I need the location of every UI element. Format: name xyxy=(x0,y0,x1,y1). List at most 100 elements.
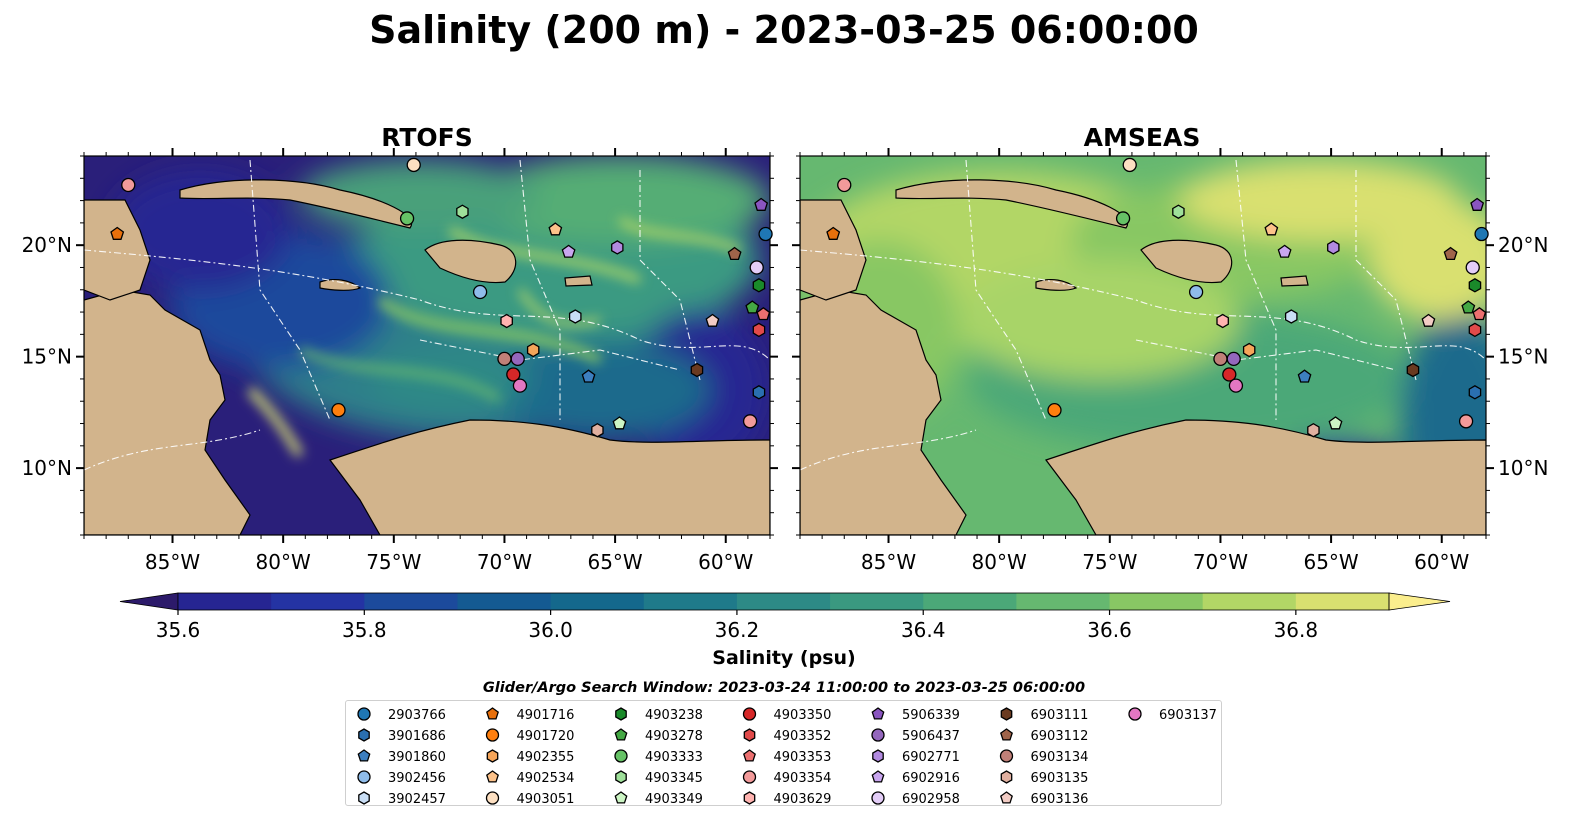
platform-marker-4903333 xyxy=(399,211,415,226)
legend-label: 6903137 xyxy=(1159,708,1217,723)
axis-ticks: 85°W 80°W 75°W 70°W 65°W 60°W 20°N 15°N 10°N 85°W… xyxy=(22,148,1548,574)
platform-marker-6902771 xyxy=(611,240,624,255)
platform-legend: 2903766 3901686 3901860 3902456 3902457 49017… xyxy=(345,700,1222,807)
x-tick-label: 60°W xyxy=(1414,550,1469,574)
platform-marker-5906437 xyxy=(1226,351,1241,367)
platform-marker-6902958 xyxy=(749,260,764,275)
platform-marker-5906339 xyxy=(754,197,769,211)
colorbar-segment xyxy=(1109,593,1204,610)
legend-label: 4903345 xyxy=(645,771,703,786)
legend-label: 5906339 xyxy=(902,708,960,723)
land-amseas xyxy=(800,179,1486,535)
x-tick-label: 85°W xyxy=(861,550,916,574)
legend-marker-6903136 xyxy=(1000,791,1013,804)
colorbar-segment xyxy=(830,593,924,610)
legend-marker-6902771 xyxy=(872,749,884,763)
legend-marker-4901720 xyxy=(485,728,500,742)
platform-marker-4901716 xyxy=(110,226,125,240)
legend-label: 4903333 xyxy=(645,750,703,765)
legend-marker-3901686 xyxy=(358,728,370,742)
legend-label: 4903352 xyxy=(774,729,832,744)
legend-label: 4903238 xyxy=(645,708,703,723)
platform-marker-4901720 xyxy=(1047,403,1062,418)
legend-marker-4901716 xyxy=(486,707,499,720)
platform-markers xyxy=(110,157,1489,438)
legend-label: 4903349 xyxy=(645,792,703,807)
colorbar-segment xyxy=(736,593,831,610)
platform-marker-2903766 xyxy=(758,226,773,242)
colorbar-segment xyxy=(923,593,1017,610)
panel-title-rtofs: RTOFS xyxy=(381,123,473,152)
platform-marker-4903353 xyxy=(756,306,771,321)
legend-label: 3901860 xyxy=(388,750,446,765)
colorbar-segment xyxy=(178,593,272,610)
legend-label: 3902456 xyxy=(388,771,446,786)
legend-label: 4903354 xyxy=(774,771,832,786)
map-amseas xyxy=(800,156,1486,535)
y-tick-label: 20°N xyxy=(22,233,72,257)
y-tick-label: 15°N xyxy=(22,345,72,369)
platform-marker-6903135 xyxy=(591,422,604,438)
search-window-caption: Glider/Argo Search Window: 2023-03-24 11… xyxy=(483,680,1085,696)
colorbar-extend-high xyxy=(1388,592,1451,611)
platform-marker-4901720 xyxy=(331,403,346,418)
colorbar: 35.6 35.8 36.0 36.2 36.4 36.6 36.8 xyxy=(119,592,1451,642)
legend-marker-3901860 xyxy=(357,749,371,762)
legend-marker-4903350 xyxy=(742,707,757,721)
y-tick-label: 10°N xyxy=(22,456,72,480)
legend-marker-5906437 xyxy=(871,728,885,742)
platform-marker-4903350 xyxy=(1222,367,1237,382)
x-tick-label: 75°W xyxy=(366,550,421,574)
platform-marker-5906339 xyxy=(1470,197,1485,211)
colorbar-segment xyxy=(643,593,738,610)
legend-marker-6903134 xyxy=(999,749,1014,763)
platform-marker-6903112 xyxy=(1443,246,1458,261)
legend-marker-4903333 xyxy=(614,749,628,763)
platform-marker-3902456 xyxy=(472,284,488,300)
legend-marker-4903349 xyxy=(614,791,628,804)
platform-marker-extra_1 xyxy=(837,177,852,193)
platform-marker-4903051 xyxy=(406,157,421,173)
y-tick-label: 15°N xyxy=(1498,345,1548,369)
legend-marker-6903135 xyxy=(1000,770,1013,784)
platform-marker-4901716 xyxy=(826,226,841,240)
figure-title: Salinity (200 m) - 2023-03-25 06:00:00 xyxy=(369,8,1199,52)
platform-marker-4903278 xyxy=(745,300,760,314)
platform-marker-4903238 xyxy=(1468,278,1482,293)
platform-marker-3901686 xyxy=(1468,385,1482,400)
legend-marker-4902355 xyxy=(486,749,499,763)
x-tick-label: 70°W xyxy=(477,550,532,574)
panel-title-amseas: AMSEAS xyxy=(1084,123,1201,152)
platform-marker-3902456 xyxy=(1188,284,1204,300)
platform-marker-2903766 xyxy=(1474,226,1489,242)
platform-marker-5906437 xyxy=(510,351,525,367)
x-tick-label: 70°W xyxy=(1193,550,1248,574)
platform-marker-6903137 xyxy=(1228,378,1244,393)
platform-marker-4903629 xyxy=(500,313,513,329)
platform-marker-6903137 xyxy=(512,378,528,393)
platform-marker-4903354 xyxy=(1458,414,1474,429)
colorbar-tick-label: 35.6 xyxy=(156,618,201,642)
x-tick-label: 75°W xyxy=(1082,550,1137,574)
platform-marker-3901860 xyxy=(1297,369,1312,383)
platform-marker-6903111 xyxy=(1406,362,1420,378)
platform-marker-4903352 xyxy=(1468,322,1482,338)
platform-marker-4903353 xyxy=(1472,306,1487,321)
platform-marker-4903333 xyxy=(1115,211,1131,226)
legend-label: 4903051 xyxy=(517,792,575,807)
platform-marker-6902771 xyxy=(1327,240,1340,255)
platform-marker-4903350 xyxy=(506,367,521,382)
colorbar-segment xyxy=(457,593,552,610)
legend-marker-3902457 xyxy=(358,791,370,805)
platform-marker-6903135 xyxy=(1307,422,1320,438)
legend-marker-4903345 xyxy=(615,770,627,784)
panel-rtofs: RTOFS xyxy=(83,123,771,536)
colorbar-tick-label: 35.8 xyxy=(342,618,387,642)
platform-marker-4903238 xyxy=(752,278,766,293)
platform-marker-4903345 xyxy=(1172,204,1185,219)
colorbar-label: Salinity (psu) xyxy=(712,647,855,669)
eez-lines-rtofs xyxy=(84,159,770,471)
x-tick-label: 60°W xyxy=(698,550,753,574)
platform-marker-6903136 xyxy=(705,313,720,327)
